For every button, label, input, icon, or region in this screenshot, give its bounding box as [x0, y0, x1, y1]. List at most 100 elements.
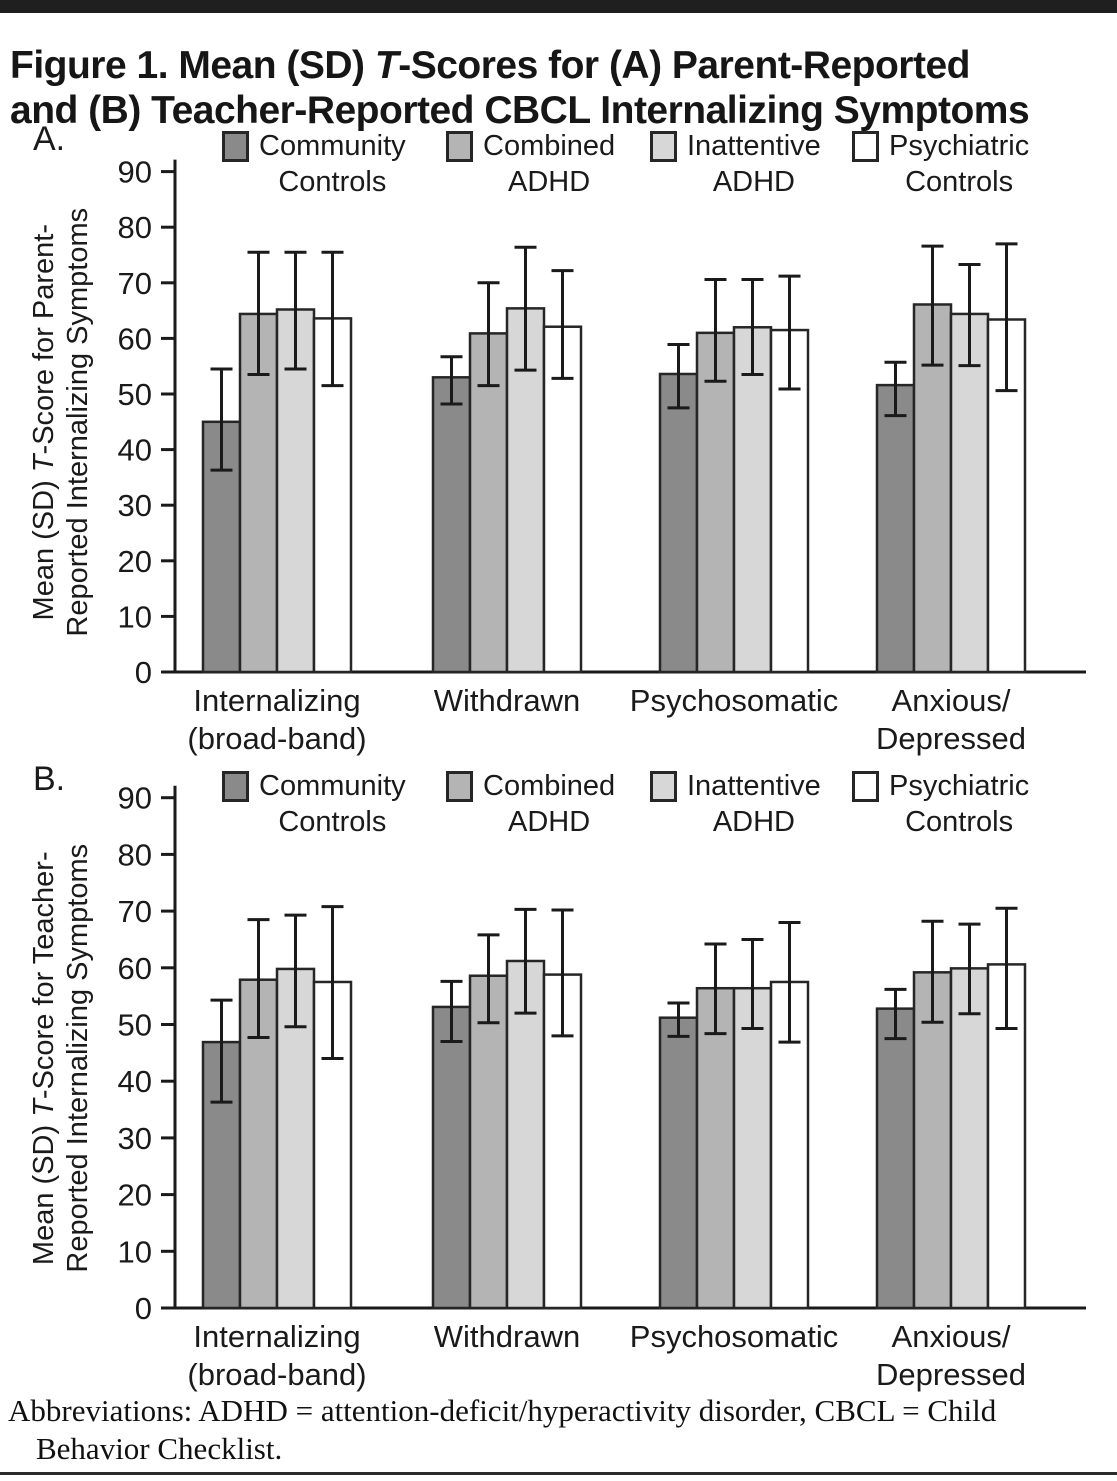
error-bar: [778, 274, 801, 391]
category-label: Psychosomatic: [629, 1319, 839, 1354]
error-bar: [284, 913, 307, 1029]
y-tick-label: 80: [118, 210, 152, 245]
error-bar: [210, 998, 233, 1104]
error-bar: [704, 277, 727, 383]
y-tick-label: 70: [118, 266, 152, 301]
combined-adhd-swatch: [446, 131, 473, 162]
bar: [431, 1005, 472, 1310]
error-bar: [440, 979, 463, 1044]
error-bar: [995, 242, 1018, 393]
psychiatric-controls-swatch: [852, 771, 879, 802]
community-controls-swatch: [222, 771, 249, 802]
bar: [312, 317, 353, 674]
panel-a-chart: 0 10 20 30 40 50 60 70 80 90: [118, 155, 1086, 690]
y-tick-label: 50: [118, 377, 152, 412]
combined-adhd-swatch: [446, 771, 473, 802]
error-bar: [284, 250, 307, 371]
y-tick-label: 10: [118, 599, 152, 634]
figure-title: Figure 1. Mean (SD) T-Scores for (A) Par…: [10, 46, 1110, 136]
category-label: Withdrawn: [433, 1319, 581, 1354]
legend-label: Controls: [278, 166, 387, 199]
category-label: Anxious/Depressed: [876, 1319, 1026, 1392]
legend-label: Psychiatric: [889, 770, 1030, 802]
error-bar: [704, 942, 727, 1036]
legend-item-combined-adhd: Combined ADHD: [446, 768, 615, 841]
panel-b-chart: 0 10 20 30 40 50 60 70 80 90: [118, 785, 1086, 1326]
bar: [875, 383, 916, 674]
legend-label: ADHD: [712, 806, 795, 839]
inattentive-adhd-swatch: [650, 131, 677, 162]
legend-label: Community: [259, 770, 406, 802]
figure-title-line1: Figure 1. Mean (SD) T-Scores for (A) Par…: [10, 44, 970, 88]
bar: [875, 1007, 916, 1310]
legend-item-community-controls: Community Controls: [222, 128, 406, 201]
error-bar: [921, 244, 944, 367]
y-tick-label: 30: [118, 1121, 152, 1156]
legend-label: Inattentive: [687, 130, 821, 162]
legend-label: ADHD: [508, 806, 591, 839]
error-bar: [958, 922, 981, 1016]
y-tick-label: 70: [118, 894, 152, 929]
error-bar: [741, 277, 764, 377]
legend-item-combined-adhd: Combined ADHD: [446, 128, 615, 201]
error-bar: [551, 269, 574, 380]
legend-item-psychiatric-controls: Psychiatric Controls: [852, 128, 1029, 201]
error-bar: [884, 360, 907, 418]
error-bar: [667, 1001, 690, 1038]
bar: [769, 328, 810, 674]
error-bar: [514, 907, 537, 1015]
legend-item-psychiatric-controls: Psychiatric Controls: [852, 768, 1029, 841]
error-bar: [778, 920, 801, 1044]
category-label: Psychosomatic: [629, 683, 839, 718]
legend-label: ADHD: [712, 166, 795, 199]
bar: [658, 1016, 699, 1310]
y-tick-label: 60: [118, 321, 152, 356]
legend-label: Controls: [905, 806, 1014, 839]
error-bar: [921, 919, 944, 1024]
category-label: Internalizing (broad-band): [187, 1319, 367, 1392]
legend-item-community-controls: Community Controls: [222, 768, 406, 841]
y-tick-label: 10: [118, 1234, 152, 1269]
legend-label: Combined: [483, 770, 616, 802]
error-bar: [477, 933, 500, 1025]
psychiatric-controls-swatch: [852, 131, 879, 162]
bar: [312, 980, 353, 1310]
y-tick-label: 90: [118, 785, 152, 816]
legend-label: Inattentive: [687, 770, 821, 802]
category-label: Withdrawn: [433, 683, 581, 718]
bar: [468, 974, 509, 1310]
y-tick-label: 40: [118, 1064, 152, 1099]
top-rule: [0, 0, 1117, 13]
figure-title-line2: and (B) Teacher-Reported CBCL Internaliz…: [10, 88, 1030, 132]
bar: [695, 331, 736, 674]
error-bar: [995, 906, 1018, 1030]
community-controls-swatch: [222, 131, 249, 162]
legend-label: Controls: [905, 166, 1014, 199]
y-tick-label: 0: [135, 655, 152, 690]
bar: [949, 967, 990, 1310]
legend-item-inattentive-adhd: Inattentive ADHD: [650, 768, 821, 841]
bar: [949, 312, 990, 674]
bottom-rule: [0, 1472, 1117, 1475]
error-bar: [514, 245, 537, 372]
legend-label: Combined: [483, 130, 616, 162]
bar: [505, 959, 546, 1310]
abbreviations-note-line1: Abbreviations: ADHD = attention-deficit/…: [8, 1393, 997, 1428]
y-tick-label: 30: [118, 488, 152, 523]
y-tick-label: 80: [118, 837, 152, 872]
bar: [695, 986, 736, 1310]
inattentive-adhd-swatch: [650, 771, 677, 802]
y-tick-label: 20: [118, 1178, 152, 1213]
error-bar: [958, 262, 981, 368]
legend-item-inattentive-adhd: Inattentive ADHD: [650, 128, 821, 201]
error-bar: [321, 250, 344, 388]
y-tick-label: 90: [118, 155, 152, 190]
error-bar: [247, 918, 270, 1040]
y-tick-label: 0: [135, 1291, 152, 1326]
bar: [912, 971, 953, 1310]
legend-label: ADHD: [508, 166, 591, 199]
panel-b-label: B.: [33, 760, 66, 798]
bar: [431, 376, 472, 674]
error-bar: [321, 905, 344, 1061]
category-label: Internalizing (broad-band): [187, 683, 367, 756]
